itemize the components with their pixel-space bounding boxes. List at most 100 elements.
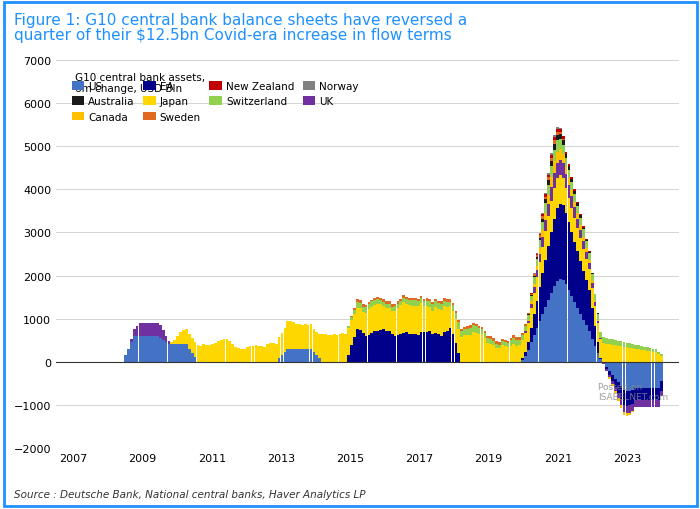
Bar	[542, 231, 544, 238]
Bar	[582, 228, 584, 230]
Bar	[362, 313, 365, 333]
Bar	[611, 381, 614, 384]
Bar	[538, 288, 541, 322]
Bar	[652, 401, 654, 407]
Bar	[617, 383, 620, 393]
Bar	[594, 347, 596, 362]
Bar	[591, 288, 594, 308]
Bar	[492, 338, 495, 341]
Bar	[565, 153, 568, 155]
Bar	[443, 298, 446, 301]
Bar	[330, 335, 332, 362]
Bar	[385, 332, 388, 362]
Bar	[527, 324, 530, 342]
Text: G10 central bank assets,
6m change, USD Bln: G10 central bank assets, 6m change, USD …	[75, 73, 205, 94]
Bar	[475, 333, 477, 362]
Bar	[556, 209, 559, 281]
Bar	[298, 349, 301, 362]
Bar	[150, 336, 153, 362]
Bar	[640, 347, 643, 350]
Bar	[443, 301, 446, 306]
Bar	[527, 314, 530, 315]
Bar	[248, 346, 251, 362]
Bar	[373, 305, 376, 331]
Bar	[350, 316, 353, 317]
Bar	[591, 274, 594, 275]
Bar	[469, 328, 472, 335]
Bar	[608, 371, 611, 376]
Bar	[431, 304, 434, 311]
Bar	[147, 336, 150, 362]
Bar	[608, 376, 611, 378]
Bar	[388, 308, 391, 331]
Bar	[185, 330, 188, 345]
Bar	[350, 317, 353, 321]
Bar	[379, 304, 382, 330]
Bar	[124, 355, 127, 362]
Bar	[579, 215, 582, 216]
Bar	[547, 301, 550, 362]
Bar	[370, 307, 373, 333]
Bar	[579, 239, 582, 262]
Bar	[524, 332, 527, 333]
Bar	[350, 346, 353, 362]
Bar	[620, 399, 622, 405]
Bar	[295, 325, 298, 349]
Bar	[573, 242, 576, 302]
Bar	[423, 302, 426, 306]
Bar	[492, 341, 495, 346]
Bar	[400, 301, 402, 305]
Bar	[461, 331, 463, 337]
Bar	[582, 241, 584, 249]
Bar	[484, 333, 486, 338]
Bar	[420, 296, 423, 299]
Bar	[426, 332, 428, 362]
Bar	[373, 331, 376, 362]
Bar	[657, 354, 660, 362]
Bar	[501, 340, 504, 342]
Bar	[579, 225, 582, 231]
Bar	[547, 195, 550, 205]
Bar	[440, 304, 443, 310]
Bar	[477, 334, 480, 362]
Bar	[454, 319, 457, 344]
Bar	[614, 387, 617, 391]
Bar	[536, 301, 538, 329]
Bar	[556, 136, 559, 141]
Bar	[472, 333, 475, 362]
Bar	[542, 315, 544, 362]
Bar	[622, 343, 625, 347]
Bar	[501, 342, 504, 345]
Bar	[649, 351, 652, 362]
Bar	[498, 343, 500, 345]
Bar	[562, 136, 564, 137]
Bar	[133, 330, 136, 336]
Bar	[191, 338, 193, 353]
Bar	[652, 349, 654, 352]
Bar	[391, 334, 393, 362]
Bar	[643, 388, 645, 401]
Bar	[556, 281, 559, 362]
Bar	[594, 303, 596, 306]
Bar	[637, 346, 640, 350]
Bar	[533, 278, 536, 284]
Bar	[542, 219, 544, 222]
Bar	[608, 339, 611, 345]
Bar	[582, 271, 584, 320]
Bar	[211, 345, 214, 362]
Bar	[594, 295, 596, 301]
Bar	[576, 202, 579, 204]
Bar	[368, 309, 370, 335]
Bar	[588, 332, 591, 362]
Bar	[515, 341, 518, 346]
Bar	[631, 390, 634, 404]
Legend: US, Australia, Canada, EA, Japan, Sweden, New Zealand, Switzerland, Norway, UK: US, Australia, Canada, EA, Japan, Sweden…	[67, 78, 363, 127]
Bar	[402, 334, 405, 362]
Bar	[463, 327, 466, 330]
Bar	[533, 293, 536, 315]
Bar	[594, 306, 596, 326]
Bar	[489, 337, 492, 339]
Bar	[657, 362, 660, 388]
Bar	[556, 141, 559, 152]
Bar	[426, 301, 428, 307]
